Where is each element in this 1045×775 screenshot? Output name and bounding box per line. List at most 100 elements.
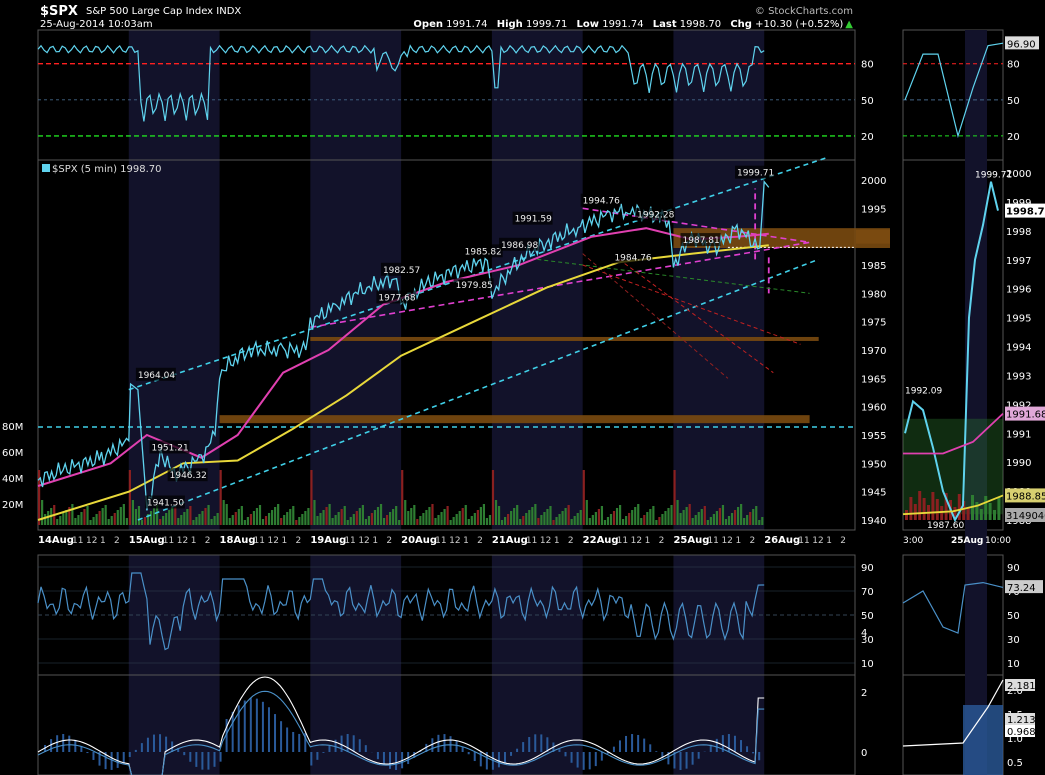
x-axis-hour-label: 2 xyxy=(114,536,120,546)
x-axis-hour-label: 11 xyxy=(617,536,628,546)
rsi-axis-tick: 80 xyxy=(861,60,874,71)
rsi-bottom-axis-tick: 90 xyxy=(861,563,874,574)
right-ma-short-badge xyxy=(1005,406,1045,421)
macd-histogram-bar xyxy=(546,737,549,752)
macd-histogram-bar xyxy=(510,752,513,756)
x-axis-hour-label: 12 xyxy=(631,536,642,546)
volume-bar xyxy=(694,515,697,525)
volume-bar xyxy=(558,514,561,525)
volume-bar xyxy=(222,500,225,525)
volume-bar xyxy=(361,505,364,525)
x-axis-hour-label: 11 xyxy=(798,536,809,546)
volume-bar xyxy=(440,512,443,525)
macd-histogram-bar xyxy=(261,701,264,752)
volume-axis-tick: 20M xyxy=(2,500,23,511)
volume-bar xyxy=(422,513,425,525)
volume-bar xyxy=(494,500,498,525)
volume-bar xyxy=(316,516,319,525)
x-axis-hour-label: 12 xyxy=(449,536,460,546)
volume-bar xyxy=(349,517,352,525)
volume-bar xyxy=(189,506,192,525)
volume-bar xyxy=(367,516,371,525)
price-annotation-label: 1999.71 xyxy=(737,169,774,179)
volume-bar xyxy=(228,518,231,525)
volume-bar xyxy=(225,504,228,525)
rsi-bottom-axis-tick: 10 xyxy=(861,659,874,670)
right-ma-short-value: 1991.68 xyxy=(1006,410,1045,421)
macd-histogram-bar xyxy=(395,752,398,770)
volume-bar xyxy=(476,510,479,525)
volume-bar xyxy=(119,507,122,525)
macd-signal-line xyxy=(37,690,765,775)
volume-bar xyxy=(497,506,501,525)
volume-bar xyxy=(162,516,165,525)
volume-bar xyxy=(401,470,404,525)
high-label: High xyxy=(496,19,523,30)
x-axis-hour-label: 11 xyxy=(435,536,446,546)
volume-bar xyxy=(183,512,186,525)
volume-bar xyxy=(510,511,513,525)
volume-bar xyxy=(479,507,482,525)
volume-bar xyxy=(576,513,579,525)
price-annotation-bg xyxy=(498,237,539,251)
volume-bar xyxy=(404,500,407,525)
macd-histogram-bar xyxy=(740,740,743,752)
chg-value: +10.30 (+0.52%) xyxy=(755,19,844,30)
volume-bar xyxy=(358,508,361,525)
volume-bar xyxy=(195,517,198,525)
volume-bar xyxy=(706,520,709,525)
right-annotation-label: 1987.60 xyxy=(927,521,964,531)
volume-bar xyxy=(255,508,259,525)
volume-bar xyxy=(89,520,92,525)
open-label: Open xyxy=(413,19,443,30)
macd-histogram-bar xyxy=(274,714,277,752)
macd-histogram-bar xyxy=(497,752,500,768)
rsi-bottom-line xyxy=(37,572,765,651)
x-axis-hour-label: 12 xyxy=(268,536,279,546)
volume-bar xyxy=(667,508,670,525)
macd-histogram-bar xyxy=(382,752,385,766)
volume-bar xyxy=(152,508,156,525)
macd-histogram-bar xyxy=(473,752,476,762)
macd-histogram-bar xyxy=(758,752,761,761)
brand-watermark: © StockCharts.com xyxy=(754,6,853,17)
macd-last-value: 1.213 xyxy=(1007,715,1036,726)
volume-bar xyxy=(685,507,688,525)
x-axis-hour-label: 12 xyxy=(812,536,823,546)
price-annotation-label: 1964.04 xyxy=(138,371,175,381)
volume-bar xyxy=(670,505,673,525)
macd-histogram-bar xyxy=(68,735,71,752)
volume-bar xyxy=(564,508,567,525)
volume-bar xyxy=(346,520,349,525)
right-price-axis-tick: 1994 xyxy=(1006,343,1031,354)
price-annotation-bg xyxy=(635,207,676,221)
volume-bar xyxy=(727,516,731,525)
macd-histogram-bar xyxy=(576,752,579,768)
macd-axis-tick-right: 1.0 xyxy=(1007,734,1023,745)
volume-bar xyxy=(258,505,262,525)
right-volume-bar xyxy=(984,496,988,520)
volume-bar xyxy=(658,517,661,525)
macd-last-badge xyxy=(1005,679,1035,691)
volume-bar xyxy=(718,508,722,525)
rsi-bottom-last-badge xyxy=(1005,580,1043,594)
session-shade xyxy=(128,30,220,160)
volume-bar xyxy=(649,509,652,525)
volume-bar xyxy=(74,518,77,525)
price-annotation-bg xyxy=(612,250,653,264)
right-ma-long-badge xyxy=(1005,488,1045,503)
volume-bar xyxy=(246,517,249,525)
macd-last-value: 0.968 xyxy=(1007,727,1036,738)
macd-axis-tick-right: 2.0 xyxy=(1007,686,1023,697)
macd-histogram-bar xyxy=(673,752,676,769)
right-volume-bar xyxy=(935,499,939,520)
rsi-bottom-panel-right xyxy=(902,554,1004,676)
x-axis-day-label: 15Aug xyxy=(129,535,165,546)
right-volume-bar xyxy=(944,493,948,520)
price-panel-right xyxy=(902,159,1004,531)
macd-histogram-bar xyxy=(679,752,682,770)
volume-bar xyxy=(761,517,764,525)
volume-bar xyxy=(546,509,549,525)
volume-bar xyxy=(186,509,189,525)
